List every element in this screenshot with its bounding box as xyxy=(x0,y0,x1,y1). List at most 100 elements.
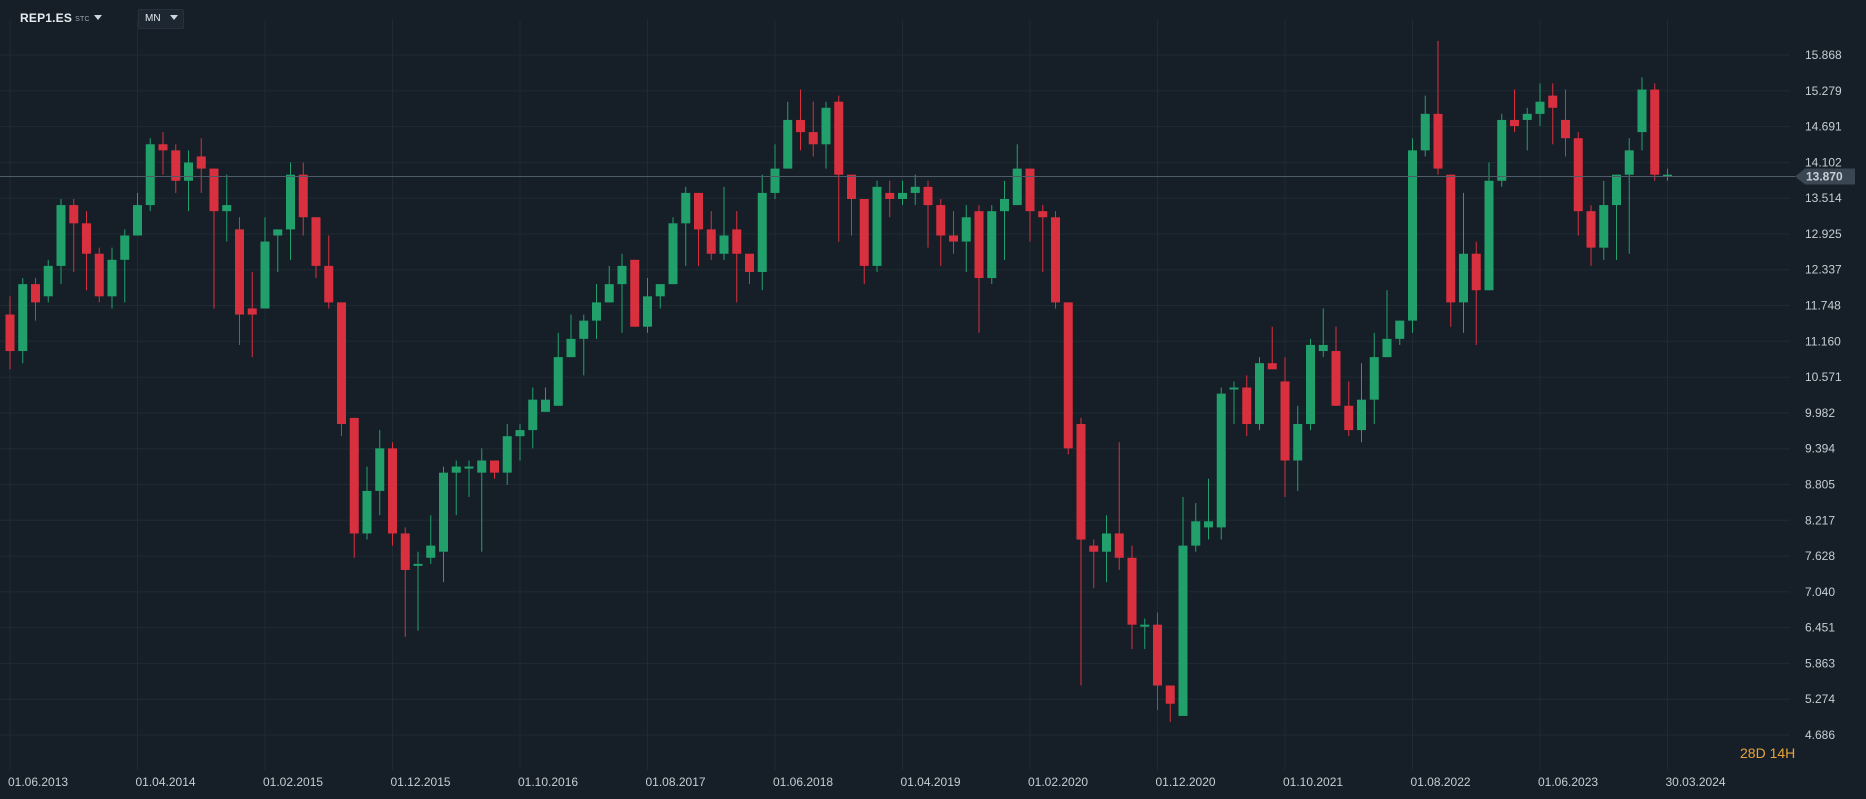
symbol-name: REP1.ES xyxy=(20,11,73,25)
candle xyxy=(1153,612,1162,710)
y-tick-label: 15.868 xyxy=(1805,48,1842,62)
candle xyxy=(209,168,219,309)
y-tick-label: 7.040 xyxy=(1805,585,1835,599)
x-tick-label: 01.10.2016 xyxy=(518,775,578,789)
y-tick-label: 14.691 xyxy=(1805,120,1842,134)
candle xyxy=(1433,40,1443,175)
candle xyxy=(362,466,372,540)
current-price-line: 13.870 xyxy=(0,168,1855,185)
candle xyxy=(171,144,181,193)
candle xyxy=(298,162,308,236)
candle xyxy=(1191,503,1201,552)
candle xyxy=(745,253,754,285)
y-tick-label: 5.274 xyxy=(1805,692,1835,706)
candle xyxy=(1293,405,1303,491)
candle xyxy=(732,211,742,303)
candle xyxy=(1165,685,1175,722)
candle xyxy=(388,442,397,546)
candle xyxy=(1063,302,1073,455)
candle xyxy=(82,211,91,291)
candle xyxy=(260,217,270,309)
candle xyxy=(706,211,716,260)
candle xyxy=(158,132,168,175)
timeframe-chevron-down-icon[interactable] xyxy=(170,15,178,20)
y-tick-label: 4.686 xyxy=(1805,728,1835,742)
market-label: STC xyxy=(75,16,90,23)
candle xyxy=(847,174,856,236)
y-tick-label: 8.805 xyxy=(1805,478,1835,492)
candle xyxy=(56,199,66,285)
candle xyxy=(1089,539,1099,589)
candle xyxy=(413,551,423,631)
candle xyxy=(566,314,576,358)
candle xyxy=(681,186,691,266)
candle xyxy=(133,192,142,236)
candle xyxy=(1012,144,1022,206)
candle xyxy=(783,101,793,169)
price-tag xyxy=(1795,168,1855,185)
y-tick-label: 14.102 xyxy=(1805,155,1842,169)
symbol-dropdown-chevron-down-icon[interactable] xyxy=(94,15,102,20)
candle xyxy=(1357,363,1366,443)
x-tick-label: 01.06.2013 xyxy=(8,775,68,789)
candle xyxy=(859,199,869,285)
timeframe-selector[interactable]: MN xyxy=(138,9,184,29)
candle xyxy=(1586,205,1596,266)
y-tick-label: 13.514 xyxy=(1805,191,1842,205)
candle xyxy=(464,460,474,497)
candle xyxy=(872,180,882,272)
candle xyxy=(1229,381,1239,425)
candle xyxy=(1255,357,1264,431)
candle xyxy=(592,284,601,339)
price-axis: 15.868 15.279 14.691 14.102 13.514 12.925 12.3… xyxy=(1805,48,1842,742)
candle xyxy=(324,235,334,309)
candle xyxy=(655,284,665,309)
candle xyxy=(1318,308,1328,358)
candle xyxy=(579,314,589,376)
candle xyxy=(898,180,907,206)
y-tick-label: 9.982 xyxy=(1805,406,1835,420)
candle xyxy=(1408,138,1417,333)
candle xyxy=(349,417,359,558)
candle xyxy=(31,278,40,321)
candle xyxy=(311,217,321,279)
candle xyxy=(1369,332,1379,425)
candle xyxy=(273,229,283,272)
y-tick-label: 9.394 xyxy=(1805,442,1835,456)
candle xyxy=(400,527,410,637)
candle xyxy=(1242,375,1252,437)
candle xyxy=(1306,338,1315,431)
timeframe-label: MN xyxy=(145,13,161,24)
candle xyxy=(617,253,627,333)
candle xyxy=(145,138,155,212)
candle xyxy=(1612,174,1621,260)
candle xyxy=(222,174,232,242)
x-tick-label: 01.12.2015 xyxy=(391,775,451,789)
candle xyxy=(821,101,831,169)
y-tick-label: 6.451 xyxy=(1805,621,1835,635)
candle xyxy=(1114,442,1124,570)
candle xyxy=(553,332,563,406)
candle xyxy=(541,387,550,412)
candle xyxy=(949,211,958,254)
x-tick-label: 01.06.2023 xyxy=(1538,775,1598,789)
candle xyxy=(451,460,461,516)
y-tick-label: 12.337 xyxy=(1805,263,1842,277)
timer-days-unit: D xyxy=(1755,745,1766,761)
x-tick-label: 01.06.2018 xyxy=(773,775,833,789)
candle xyxy=(1038,205,1048,272)
current-price-label: 13.870 xyxy=(1806,170,1843,184)
candle xyxy=(1051,211,1060,309)
candle xyxy=(1420,95,1430,157)
symbol-selector[interactable]: REP1.ES STC xyxy=(20,11,90,25)
candle xyxy=(1510,89,1519,133)
candle xyxy=(375,430,385,516)
candle xyxy=(808,101,818,157)
timer-days-value: 28 xyxy=(1740,745,1756,761)
candle xyxy=(1127,545,1137,650)
candle xyxy=(961,205,971,272)
candle xyxy=(69,199,79,272)
candle xyxy=(796,89,805,151)
candle xyxy=(1535,83,1545,127)
